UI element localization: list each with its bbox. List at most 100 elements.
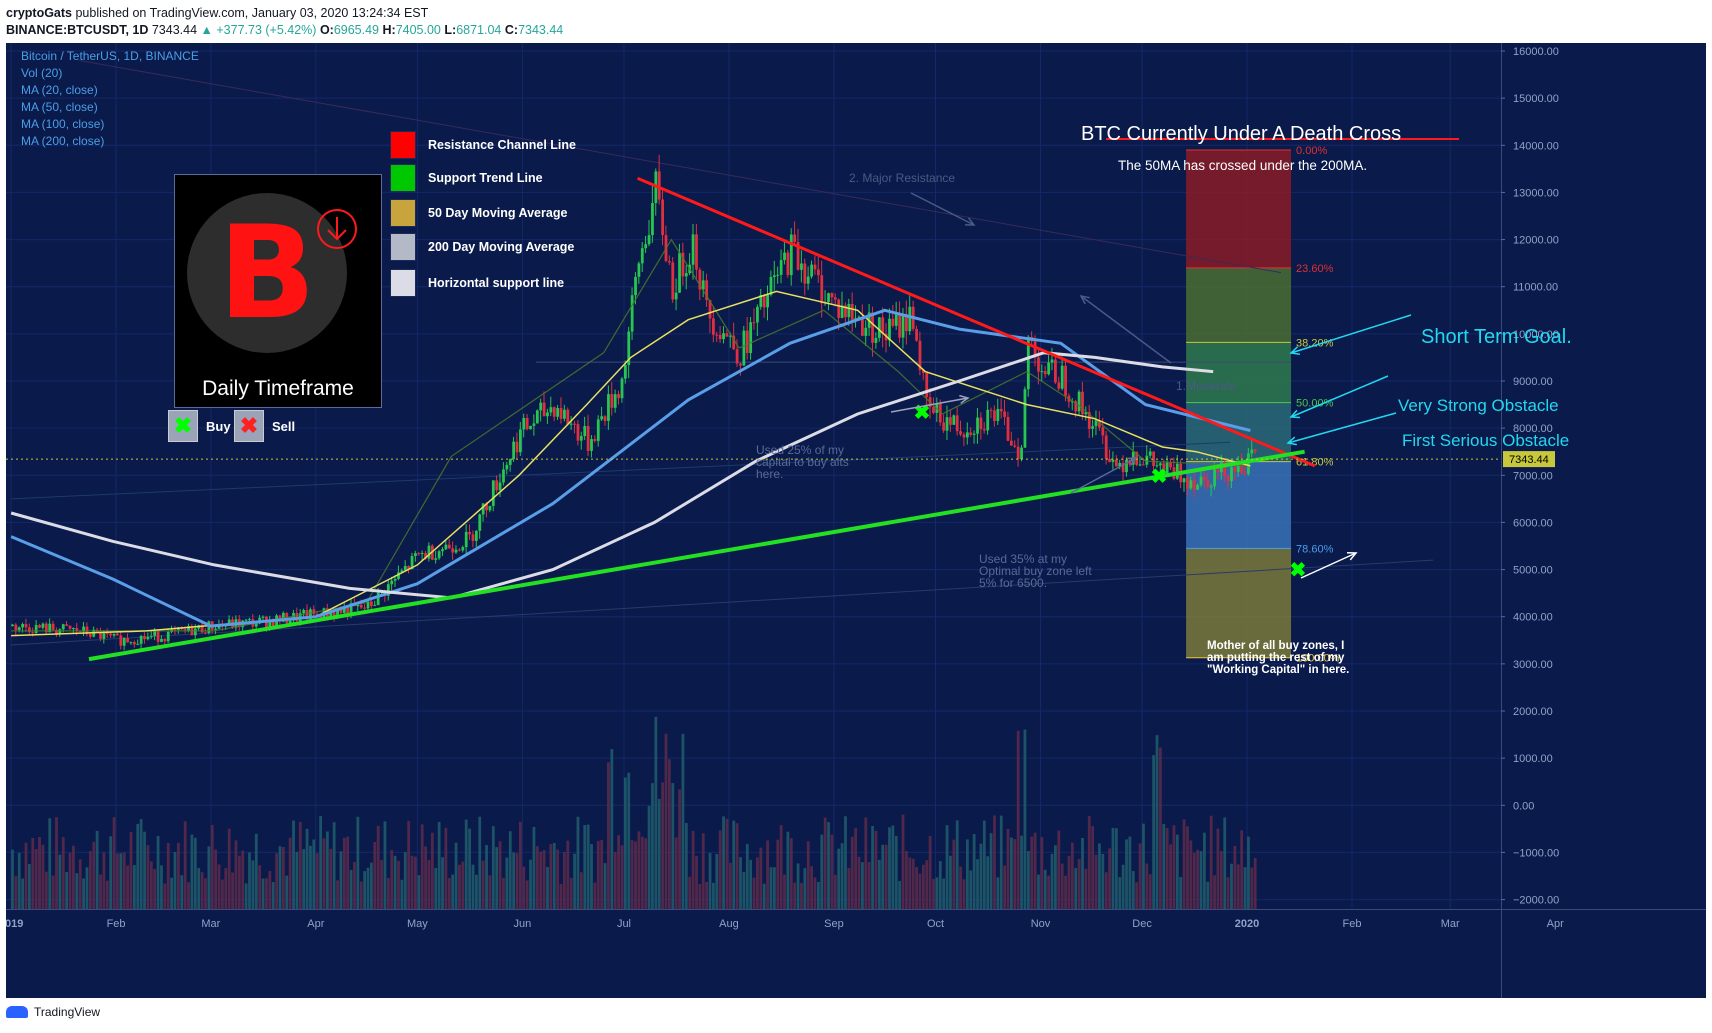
indicator-vol[interactable]: Vol (20) <box>21 66 63 80</box>
candle-body <box>955 415 959 432</box>
candle-body <box>437 551 441 559</box>
volume-bar <box>403 852 407 909</box>
candle-body <box>640 248 644 264</box>
volume-bar <box>502 877 505 909</box>
tradingview-footer[interactable]: TradingView <box>6 1005 100 1019</box>
candle-body <box>766 294 769 308</box>
candle-body <box>735 349 739 364</box>
fib-zone <box>1186 548 1292 658</box>
volume-bar <box>810 866 814 909</box>
candle-body <box>515 441 519 453</box>
time-tick-label: Oct <box>927 918 944 930</box>
candle-body <box>21 624 25 628</box>
candle-body <box>1074 401 1078 412</box>
candle-body <box>522 418 526 430</box>
volume-bar <box>1020 835 1023 909</box>
candle-body <box>793 234 797 243</box>
volume-bar <box>109 836 113 909</box>
candle-body <box>539 402 543 411</box>
candle-body <box>495 480 499 491</box>
candle-body <box>410 556 414 570</box>
candle-body <box>1182 478 1186 483</box>
indicator-ma200[interactable]: MA (200, close) <box>21 134 105 148</box>
volume-bar <box>298 821 302 909</box>
buy-marker: ✖ <box>1289 560 1306 582</box>
volume-bar <box>461 861 465 909</box>
candle-body <box>1016 446 1020 460</box>
candle-body <box>204 632 207 634</box>
volume-bar <box>424 846 427 909</box>
candle-body <box>136 643 140 645</box>
candle-body <box>1189 480 1193 489</box>
candle-body <box>1114 459 1118 467</box>
candle-body <box>119 635 123 646</box>
candle-body <box>627 331 631 366</box>
price-tick-label: 15000.00 <box>1513 93 1559 105</box>
volume-bar <box>204 878 207 909</box>
candle-body <box>339 609 343 613</box>
candle-body <box>546 412 549 417</box>
candle-body <box>844 305 847 318</box>
candle-body <box>1098 419 1101 428</box>
indicator-ma50[interactable]: MA (50, close) <box>21 100 98 114</box>
candle-body <box>38 625 41 628</box>
volume-bar <box>1074 868 1078 909</box>
volume-bar <box>1128 836 1132 909</box>
volume-bar <box>644 838 648 909</box>
price-chart-svg[interactable]: 0.00% 23.60% 38.20% 50.00% 61.80% 78.60% 100.0… <box>6 43 1706 998</box>
candle-body <box>651 203 654 236</box>
candle-body <box>535 410 539 424</box>
candle-body <box>695 234 698 270</box>
volume-bar <box>796 863 800 909</box>
indicator-ma100[interactable]: MA (100, close) <box>21 117 105 131</box>
death-cross-title: BTC Currently Under A Death Cross <box>1081 123 1402 145</box>
candle-body <box>701 280 705 290</box>
used35-note: Used 35% at my Optimal buy zone left 5% fo… <box>979 552 1092 590</box>
timeframe-label: Daily Timeframe <box>202 377 354 400</box>
candle-body <box>1203 476 1206 481</box>
volume-bar <box>14 875 18 909</box>
indicator-symbol[interactable]: Bitcoin / TetherUS, 1D, BINANCE <box>21 49 199 63</box>
candle-body <box>1230 467 1233 482</box>
candle-body <box>813 264 817 270</box>
time-tick-label: Jun <box>514 918 532 930</box>
volume-bar <box>237 855 241 909</box>
volume-bar <box>861 862 864 909</box>
volume-bar <box>281 847 285 909</box>
candle-body <box>1247 453 1250 474</box>
volume-bar <box>512 852 516 909</box>
first-serious-obstacle-label: First Serious Obstacle <box>1402 431 1570 450</box>
candle-body <box>674 292 678 300</box>
candle-body <box>332 612 336 617</box>
chart-area[interactable]: 0.00% 23.60% 38.20% 50.00% 61.80% 78.60% 100.0… <box>6 43 1706 998</box>
bitcoin-logo-box: B Daily Timeframe <box>174 174 382 408</box>
candle-body <box>519 429 522 453</box>
volume-bar <box>1094 854 1098 909</box>
volume-bar <box>525 880 529 909</box>
volume-bar <box>1043 869 1047 909</box>
volume-bar <box>163 883 167 909</box>
candle-body <box>762 294 766 308</box>
candle-body <box>434 558 438 560</box>
volume-bar <box>454 842 458 909</box>
author-name[interactable]: cryptoGats <box>6 6 72 20</box>
volume-bar <box>684 822 688 909</box>
candle-body <box>430 545 434 560</box>
indicator-ma20[interactable]: MA (20, close) <box>21 83 98 97</box>
volume-bar <box>783 874 786 909</box>
volume-bar <box>793 882 797 909</box>
volume-bar <box>65 872 69 909</box>
candle-body <box>596 419 600 441</box>
volume-bar <box>1243 867 1247 909</box>
volume-bar <box>68 852 72 909</box>
volume-bar <box>380 859 383 909</box>
candle-body <box>478 514 482 531</box>
volume-bar <box>993 815 996 909</box>
candle-body <box>414 553 417 557</box>
volume-bar <box>928 835 932 909</box>
candle-body <box>254 623 258 627</box>
candle-body <box>1125 459 1128 473</box>
volume-bar <box>1142 823 1145 909</box>
candle-body <box>708 300 712 319</box>
volume-bar <box>844 816 847 909</box>
